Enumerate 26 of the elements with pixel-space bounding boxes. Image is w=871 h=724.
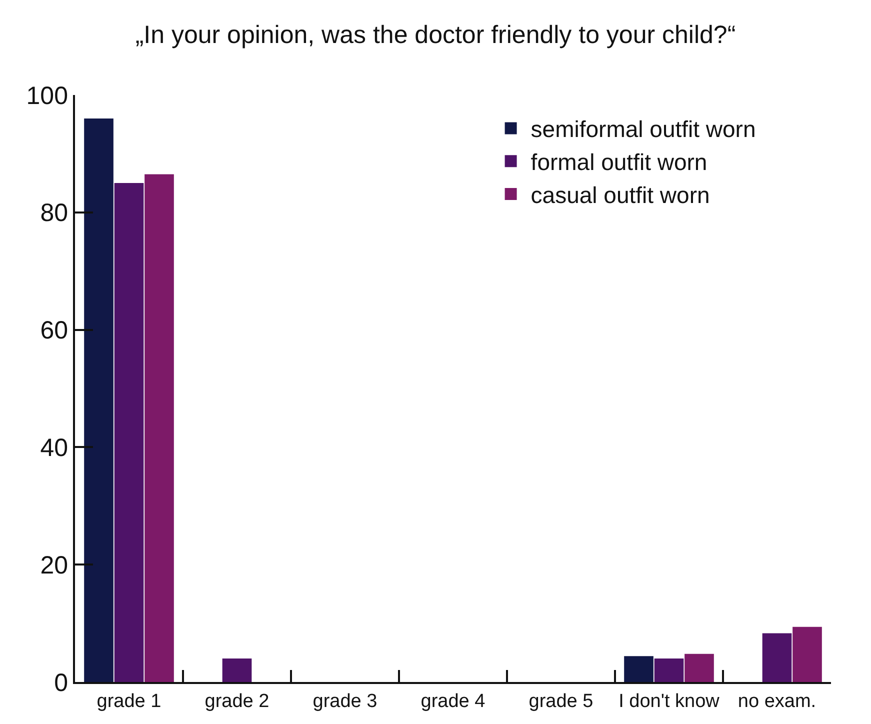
bar — [654, 658, 684, 682]
legend-label: casual outfit worn — [530, 182, 710, 208]
x-tick-label: grade 3 — [312, 690, 378, 712]
bar — [684, 654, 714, 682]
bar — [792, 626, 822, 682]
y-tick-label: 0 — [54, 668, 68, 697]
x-tick-label: grade 5 — [528, 690, 594, 712]
x-tick-label: grade 1 — [96, 690, 162, 712]
bar — [144, 174, 174, 682]
bar — [114, 183, 144, 682]
y-tick-label: 60 — [40, 316, 68, 345]
y-tick-label: 40 — [40, 434, 68, 462]
x-tick-label: grade 2 — [204, 690, 270, 712]
bar — [84, 118, 114, 682]
bar — [624, 656, 654, 682]
y-tick-label: 100 — [26, 82, 68, 110]
y-tick-label: 20 — [40, 551, 68, 580]
bar — [762, 633, 792, 682]
x-tick-label: I don't know — [618, 690, 720, 712]
legend-label: formal outfit worn — [530, 149, 708, 176]
x-tick-label: grade 4 — [420, 690, 486, 712]
chart-title: „In your opinion, was the doctor friendly to your child?“ — [135, 20, 736, 49]
x-tick-label: no exam. — [738, 690, 816, 712]
bar — [222, 658, 252, 682]
legend-label: semiformal outfit worn — [530, 116, 756, 142]
y-tick-label: 80 — [40, 199, 68, 228]
